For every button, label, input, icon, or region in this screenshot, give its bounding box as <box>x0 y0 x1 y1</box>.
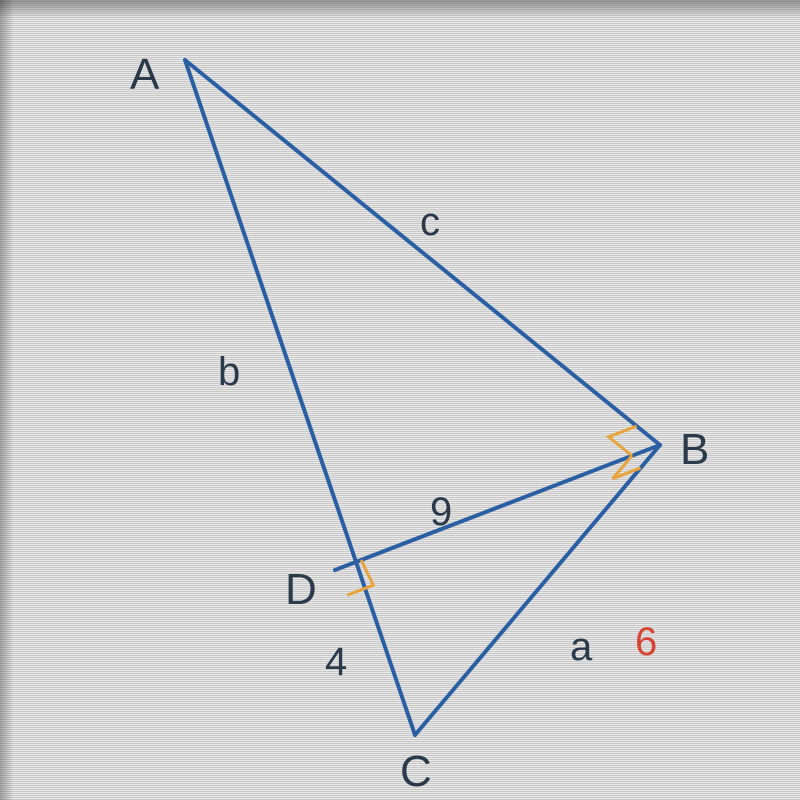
edge-AC <box>185 60 415 735</box>
edge-label-9: 9 <box>430 490 452 535</box>
vertex-label-B: B <box>680 425 709 475</box>
right-angle-marker <box>609 426 637 456</box>
vertex-label-C: C <box>400 747 432 797</box>
diagram-svg <box>0 0 800 800</box>
segment-label-4: 4 <box>325 640 347 685</box>
vertex-label-D: D <box>285 565 317 615</box>
vertex-label-A: A <box>130 50 159 100</box>
edge-BD <box>335 445 660 570</box>
edge-label-b: b <box>218 350 240 395</box>
geometry-diagram: c b a 9 4 6 A B C D <box>0 0 800 800</box>
segment-label-6: 6 <box>635 620 657 665</box>
edge-AB <box>185 60 660 445</box>
edge-BC <box>415 445 660 735</box>
edge-label-c: c <box>420 200 440 245</box>
edge-label-a: a <box>570 625 592 670</box>
